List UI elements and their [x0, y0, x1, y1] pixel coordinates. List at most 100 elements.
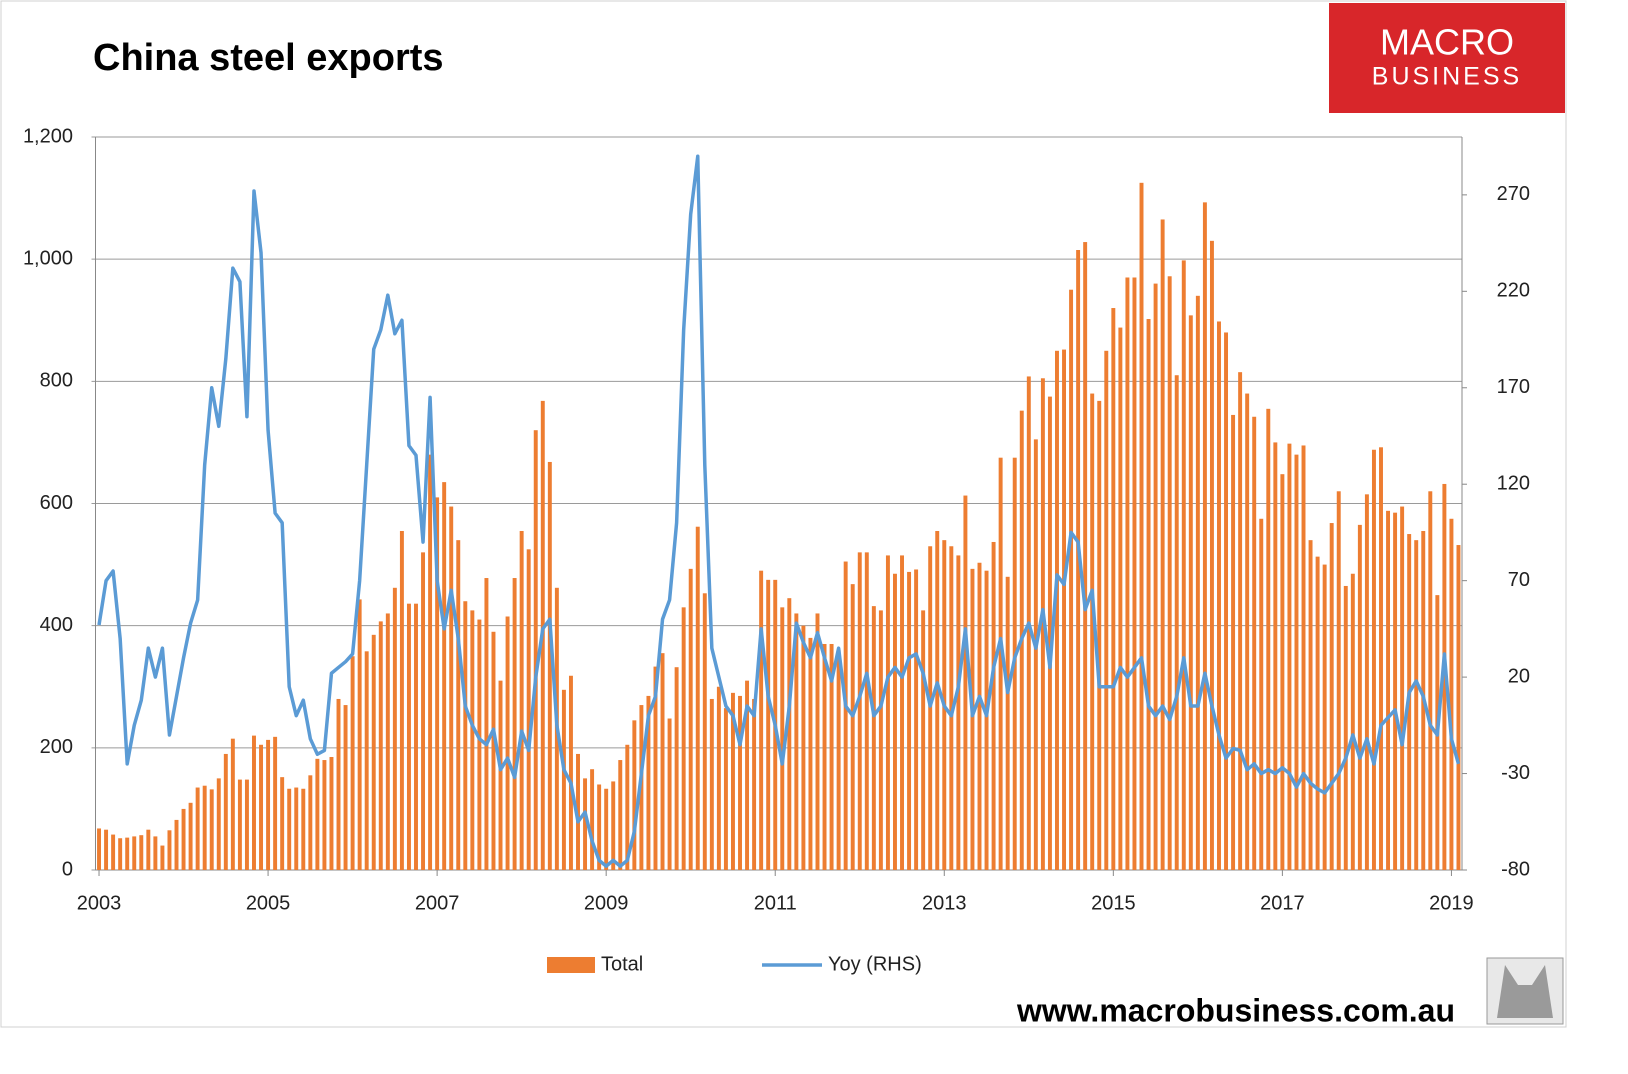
bar [590, 769, 595, 870]
bar [547, 461, 552, 870]
bar [1217, 321, 1221, 870]
bar [1153, 283, 1158, 871]
bar [759, 570, 764, 870]
bar [709, 698, 714, 870]
bar [963, 495, 968, 870]
bar [1322, 564, 1327, 870]
bar [104, 829, 109, 870]
bar [1224, 332, 1229, 870]
bar [1442, 483, 1447, 870]
bar [259, 744, 264, 870]
bar [618, 760, 623, 870]
bar [371, 634, 376, 870]
bar [237, 779, 242, 870]
bar [1005, 576, 1010, 870]
bar [1040, 378, 1045, 870]
bar [470, 610, 475, 870]
bar [435, 497, 440, 870]
bar [533, 430, 538, 870]
legend-swatch [547, 957, 595, 973]
wolf-icon [1497, 965, 1553, 1018]
bar [442, 482, 447, 870]
bar [681, 607, 686, 870]
y-tick-label: 800 [40, 370, 73, 392]
bar [181, 808, 186, 870]
bar [857, 552, 862, 870]
bar [864, 552, 869, 870]
bar [1294, 454, 1299, 870]
bar [836, 650, 841, 870]
bar [1181, 260, 1186, 871]
bar [928, 546, 933, 870]
bar [998, 457, 1003, 870]
x-tick-label: 2005 [246, 892, 291, 914]
bar [160, 845, 165, 870]
bar [357, 599, 362, 870]
bar [385, 613, 390, 870]
bar [428, 454, 433, 870]
bar [1174, 375, 1179, 870]
bar [118, 838, 123, 870]
bar [1350, 573, 1355, 870]
bar [301, 788, 306, 870]
bar [935, 530, 940, 870]
bar [815, 613, 820, 870]
bar [808, 637, 813, 870]
logo-text: BUSINESS [1372, 63, 1522, 91]
y2-tick-label: 220 [1497, 280, 1530, 302]
bar [1047, 396, 1052, 870]
bar [463, 601, 468, 870]
bar [1266, 408, 1271, 870]
bar [604, 788, 609, 870]
y2-tick-label: -80 [1501, 858, 1530, 880]
bar [294, 787, 299, 870]
y-tick-label: 400 [40, 614, 73, 636]
x-tick-label: 2003 [77, 892, 122, 914]
bar [1118, 327, 1123, 871]
bar [125, 837, 130, 870]
bar [878, 610, 883, 870]
bar [421, 552, 426, 870]
bar [167, 830, 172, 870]
bar [329, 756, 334, 870]
bar [139, 835, 144, 870]
bar [1160, 219, 1165, 870]
bar [885, 555, 890, 870]
bar [132, 836, 137, 870]
bar [1357, 524, 1362, 870]
bar [829, 643, 834, 870]
bar [1252, 416, 1257, 870]
bar [512, 578, 517, 870]
bar [350, 656, 355, 870]
bar [991, 541, 996, 870]
y-tick-label: 1,000 [23, 247, 73, 269]
bar [1393, 512, 1398, 870]
bar [1132, 277, 1137, 870]
bar [568, 675, 573, 870]
bar [632, 720, 637, 870]
bar [1259, 518, 1264, 870]
y2-tick-label: 20 [1508, 665, 1530, 687]
bar [1371, 449, 1376, 870]
bar [977, 562, 982, 870]
logo-text: MACRO [1380, 22, 1514, 63]
line-series [97, 154, 1461, 868]
bar [1083, 242, 1088, 870]
bar [153, 836, 158, 870]
bar [1245, 393, 1250, 870]
y-tick-label: 600 [40, 492, 73, 514]
x-tick-label: 2015 [1091, 892, 1136, 914]
bar [907, 571, 912, 870]
bar [970, 568, 975, 870]
bar [1301, 445, 1306, 870]
bar [1188, 315, 1193, 870]
bar [1069, 289, 1074, 870]
bar [378, 621, 383, 870]
chart-title: China steel exports [93, 37, 444, 79]
y2-tick-label: 270 [1497, 183, 1530, 205]
bar [766, 579, 771, 870]
bar [1062, 349, 1066, 870]
bar [456, 540, 461, 870]
bar [1414, 540, 1419, 870]
